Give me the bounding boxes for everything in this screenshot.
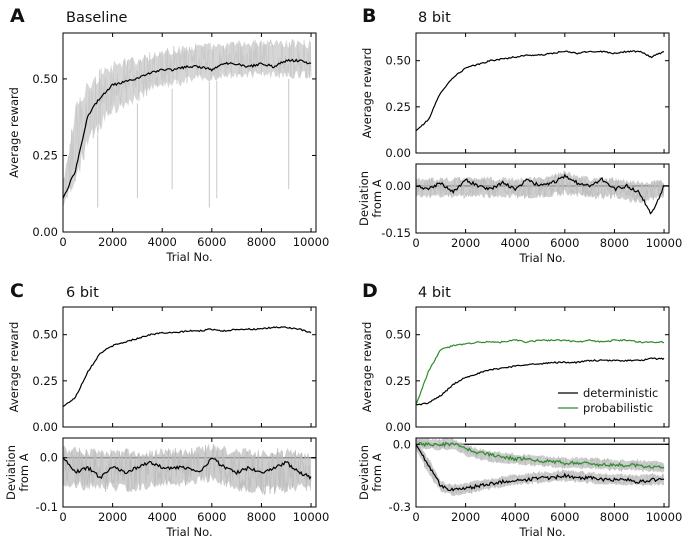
y-axis-label: Average reward bbox=[7, 87, 21, 178]
x-tick-label: 4000 bbox=[501, 236, 530, 250]
x-tick-label: 4000 bbox=[148, 235, 177, 249]
axes-frame bbox=[62, 306, 317, 428]
y-tick-label: 0.0 bbox=[393, 437, 411, 451]
plot-area bbox=[63, 326, 312, 408]
series-line-8-bit bbox=[416, 50, 665, 132]
series-line-deterministic bbox=[416, 357, 665, 406]
y-tick-label: 0.50 bbox=[385, 328, 411, 342]
series-line-probabilistic bbox=[416, 441, 665, 469]
y-axis-label: Average reward bbox=[360, 322, 374, 413]
x-axis-label: Trial No. bbox=[518, 251, 565, 265]
band-streak-0 bbox=[63, 39, 312, 198]
y-axis-label: Deviationfrom A bbox=[357, 445, 384, 500]
legend-label: probabilistic bbox=[583, 401, 653, 415]
panel-title-c: 6 bit bbox=[66, 285, 99, 301]
x-tick-label: 4000 bbox=[148, 510, 177, 524]
x-tick-label: 4000 bbox=[501, 510, 530, 524]
y-tick-label: 0.25 bbox=[32, 374, 58, 388]
y-tick-label: 0.00 bbox=[32, 225, 58, 239]
panel-c-main-plot: 0.00 0.25 0.50 Average reward bbox=[7, 306, 317, 434]
panel-title-b: 8 bit bbox=[418, 10, 451, 26]
y-tick-label: -0.1 bbox=[36, 500, 58, 514]
y-axis-label: Deviationfrom A bbox=[4, 445, 31, 500]
x-tick-label: 6000 bbox=[550, 510, 579, 524]
axes-frame bbox=[62, 437, 317, 508]
y-tick-label: 0.00 bbox=[32, 420, 58, 434]
series-line-mean bbox=[63, 58, 312, 199]
series-line-deviation bbox=[63, 457, 312, 480]
panel-d-deviation-plot: 0.0 -0.30 2000 4000 6000 8000 10000 Deviationfr… bbox=[357, 437, 682, 539]
series-line-deterministic bbox=[416, 444, 665, 492]
band-streak-0 bbox=[416, 170, 665, 202]
x-tick-label: 10000 bbox=[293, 510, 330, 524]
x-tick-label: 10000 bbox=[646, 510, 683, 524]
plot-area bbox=[63, 443, 316, 496]
panel-b-deviation-plot: 0.00 -0.150 2000 4000 6000 8000 10000 Deviation… bbox=[357, 163, 683, 265]
x-tick-label: 6000 bbox=[197, 235, 226, 249]
panel-b-main-plot: 0.00 0.25 0.50 Average reward bbox=[360, 32, 670, 160]
x-tick-label: 0 bbox=[59, 510, 66, 524]
y-axis-label: Deviationfrom A bbox=[357, 171, 384, 226]
x-tick-label: 0 bbox=[412, 510, 419, 524]
axes-frame bbox=[415, 437, 670, 508]
plot-area bbox=[63, 39, 312, 208]
x-tick-label: 10000 bbox=[293, 235, 330, 249]
x-tick-label: 2000 bbox=[451, 236, 480, 250]
y-tick-label: 0.25 bbox=[32, 148, 58, 162]
y-tick-label: 0.00 bbox=[385, 179, 411, 193]
x-tick-label: 8000 bbox=[600, 510, 629, 524]
x-tick-label: 2000 bbox=[451, 510, 480, 524]
axes-frame bbox=[62, 32, 317, 233]
panel-a-main-plot: 0.00 0.25 0.50 0 2000 4000 6000 8000 10000 Averag… bbox=[7, 32, 330, 264]
x-tick-label: 6000 bbox=[197, 510, 226, 524]
panel-letter-a: A bbox=[10, 5, 25, 27]
x-tick-label: 0 bbox=[59, 235, 66, 249]
x-tick-label: 8000 bbox=[247, 235, 276, 249]
x-tick-label: 2000 bbox=[98, 510, 127, 524]
series-line-deviation bbox=[416, 173, 665, 215]
y-tick-label: 0.50 bbox=[32, 328, 58, 342]
y-tick-label: 0.50 bbox=[32, 72, 58, 86]
panel-letter-b: B bbox=[362, 5, 376, 27]
y-tick-label: 0.00 bbox=[385, 146, 411, 160]
y-axis-label: Average reward bbox=[360, 48, 374, 139]
y-tick-label: 0.25 bbox=[385, 374, 411, 388]
series-line-6-bit bbox=[63, 326, 312, 408]
x-tick-label: 8000 bbox=[247, 510, 276, 524]
series-line-probabilistic bbox=[416, 338, 665, 406]
axes-frame bbox=[415, 163, 670, 234]
x-tick-label: 8000 bbox=[600, 236, 629, 250]
x-tick-label: 0 bbox=[412, 236, 419, 250]
band-streak-1 bbox=[416, 438, 665, 473]
x-axis-label: Trial No. bbox=[165, 525, 212, 539]
plot-area bbox=[416, 438, 669, 496]
axes-frame bbox=[415, 306, 670, 428]
y-tick-label: -0.15 bbox=[381, 226, 411, 240]
x-tick-label: 2000 bbox=[98, 235, 127, 249]
y-tick-label: 0.50 bbox=[385, 54, 411, 68]
plot-area bbox=[416, 50, 665, 132]
y-axis-label: Average reward bbox=[7, 322, 21, 413]
panel-title-a: Baseline bbox=[66, 10, 128, 26]
panel-d-main-plot: 0.00 0.25 0.50 Average reward deterministicp… bbox=[360, 306, 670, 434]
panel-title-d: 4 bit bbox=[418, 285, 451, 301]
x-tick-label: 10000 bbox=[646, 236, 683, 250]
x-axis-label: Trial No. bbox=[518, 525, 565, 539]
panel-letter-d: D bbox=[362, 280, 378, 302]
panel-c-deviation-plot: 0.0 -0.10 2000 4000 6000 8000 10000 Deviationfr… bbox=[4, 437, 330, 539]
y-tick-label: 0.25 bbox=[385, 100, 411, 114]
panel-letter-c: C bbox=[10, 280, 24, 302]
plot-area bbox=[416, 338, 665, 406]
axes-frame bbox=[415, 32, 670, 154]
x-tick-label: 6000 bbox=[550, 236, 579, 250]
legend-label: deterministic bbox=[583, 386, 658, 400]
x-axis-label: Trial No. bbox=[165, 250, 212, 264]
y-tick-label: 0.0 bbox=[40, 451, 58, 465]
y-tick-label: 0.00 bbox=[385, 420, 411, 434]
plot-area bbox=[416, 170, 669, 215]
y-tick-label: -0.3 bbox=[389, 500, 411, 514]
